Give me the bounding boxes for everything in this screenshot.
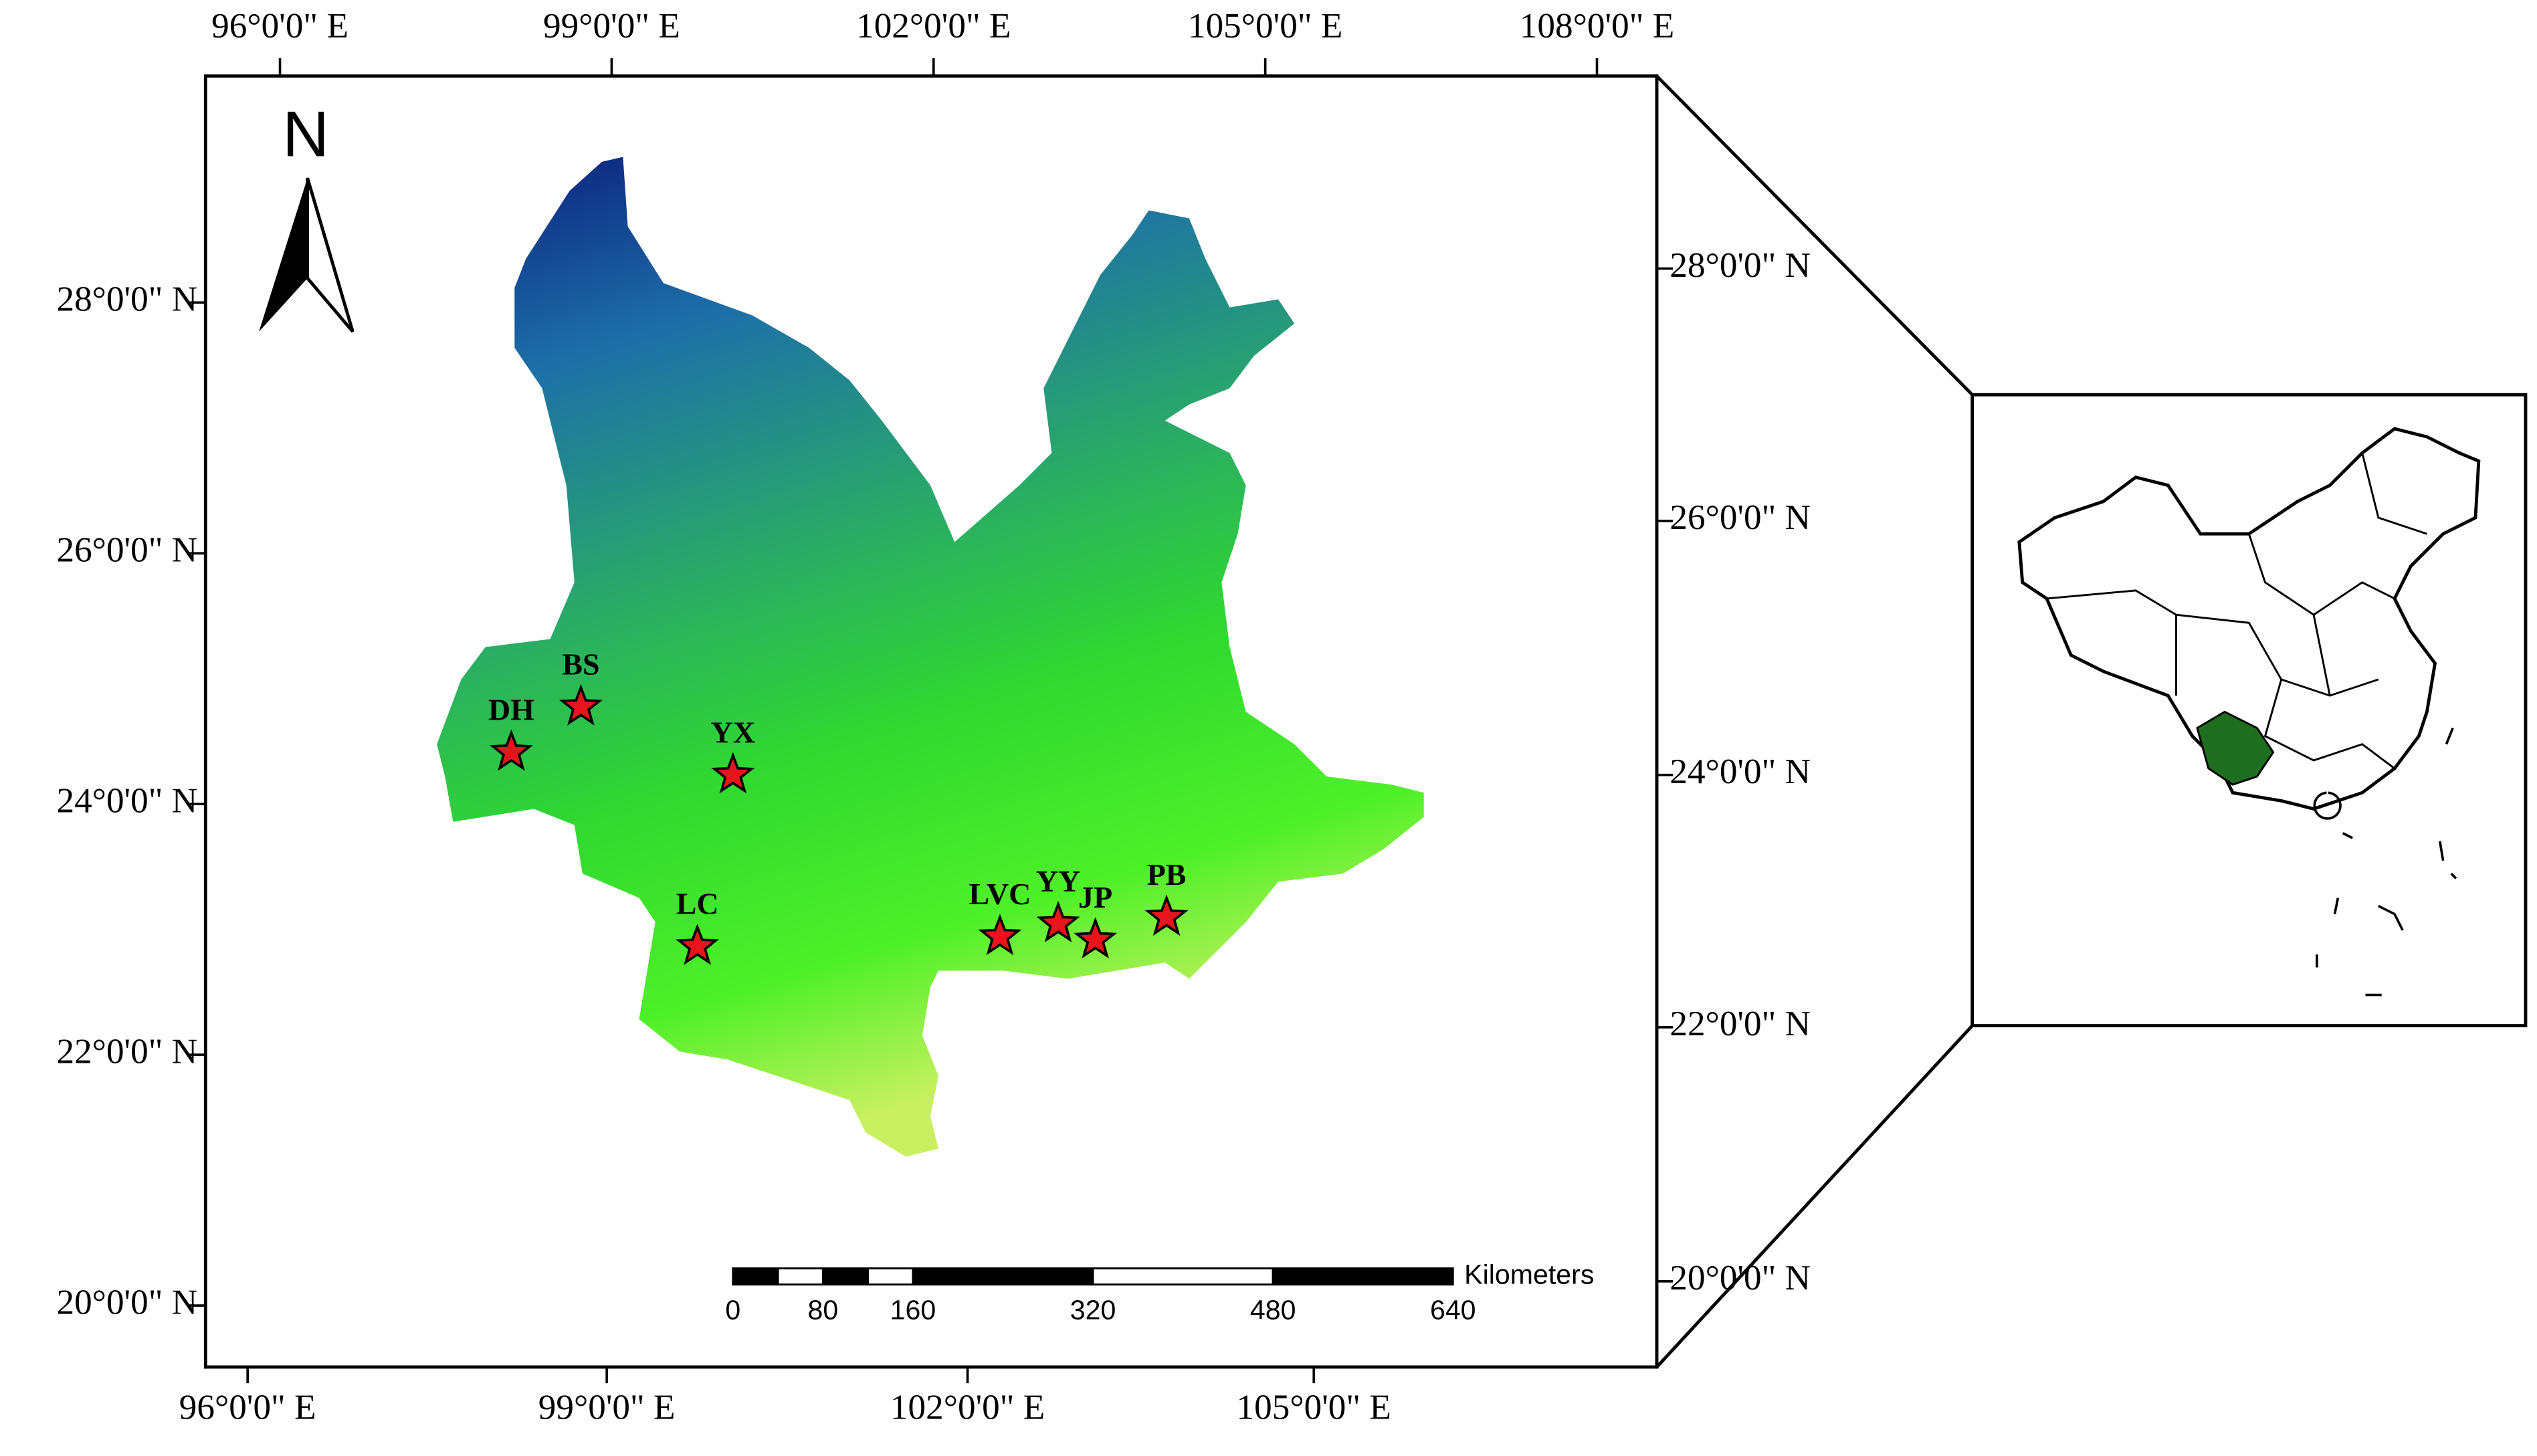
scale-label: 80 [808,1295,839,1326]
scale-label: 320 [1070,1295,1116,1326]
left-lat-label: 20°0'0" N [56,1282,197,1322]
site-star [490,729,533,771]
site-label: JP [1078,880,1112,914]
scale-segment [1092,1267,1274,1286]
islands [2313,727,2457,997]
scale-label: 640 [1430,1295,1476,1326]
site-label: PB [1147,857,1187,892]
scale-segment [1272,1267,1454,1286]
site-star [559,684,603,726]
site-star [1074,917,1118,959]
site-label: DH [488,692,534,726]
site-label: LVC [969,877,1031,911]
site-star [676,923,720,965]
scale-label: 160 [890,1295,936,1326]
connector [1655,74,1974,396]
yunnan-inset [2196,710,2275,786]
left-lat-label: 28°0'0" N [56,280,197,319]
site-label: LC [676,887,719,921]
site-star [1144,894,1189,936]
site-label: BS [562,647,599,682]
site-label: YY [1036,864,1080,898]
right-lat-label: 28°0'0" N [1669,245,1811,285]
site-label: YX [711,715,755,749]
top-lon-label: 102°0'0" E [856,6,1011,45]
site-star [978,914,1022,956]
scale-unit: Kilometers [1464,1259,1594,1289]
north-arrow [259,178,308,332]
right-lat-label: 20°0'0" N [1669,1258,1811,1297]
site-star [1036,901,1080,942]
scale-segment [777,1267,824,1286]
left-lat-label: 24°0'0" N [56,781,197,820]
north-arrow [306,177,354,333]
scale-segment [912,1267,1094,1286]
yunnan-dem [437,157,1424,1157]
left-lat-label: 22°0'0" N [56,1031,197,1071]
north-label: N [282,98,329,171]
right-lat-label: 26°0'0" N [1669,498,1811,537]
labels-layer: 96°0'0" E 99°0'0" E 102°0'0" E 105°0'0" E 10… [56,6,1811,1427]
bottom-lon-label: 96°0'0" E [179,1387,316,1427]
bottom-lon-label: 99°0'0" E [538,1387,676,1427]
left-lat-label: 26°0'0" N [56,530,197,569]
top-lon-label: 99°0'0" E [543,6,680,45]
site-star [711,752,755,794]
scale-segment [867,1267,914,1286]
scale-label: 480 [1250,1295,1296,1326]
top-lon-label: 108°0'0" E [1520,6,1674,45]
top-lon-label: 96°0'0" E [211,6,348,45]
province-lines [2046,452,2427,770]
right-lat-label: 22°0'0" N [1669,1004,1811,1043]
top-lon-label: 105°0'0" E [1188,6,1342,45]
scale-segment [732,1267,779,1286]
right-lat-label: 24°0'0" N [1669,752,1811,791]
connector [1655,1024,1974,1368]
bottom-lon-label: 102°0'0" E [890,1387,1045,1427]
bottom-lon-label: 105°0'0" E [1237,1387,1391,1427]
scale-segment [821,1267,870,1286]
scale-label: 0 [725,1295,740,1326]
